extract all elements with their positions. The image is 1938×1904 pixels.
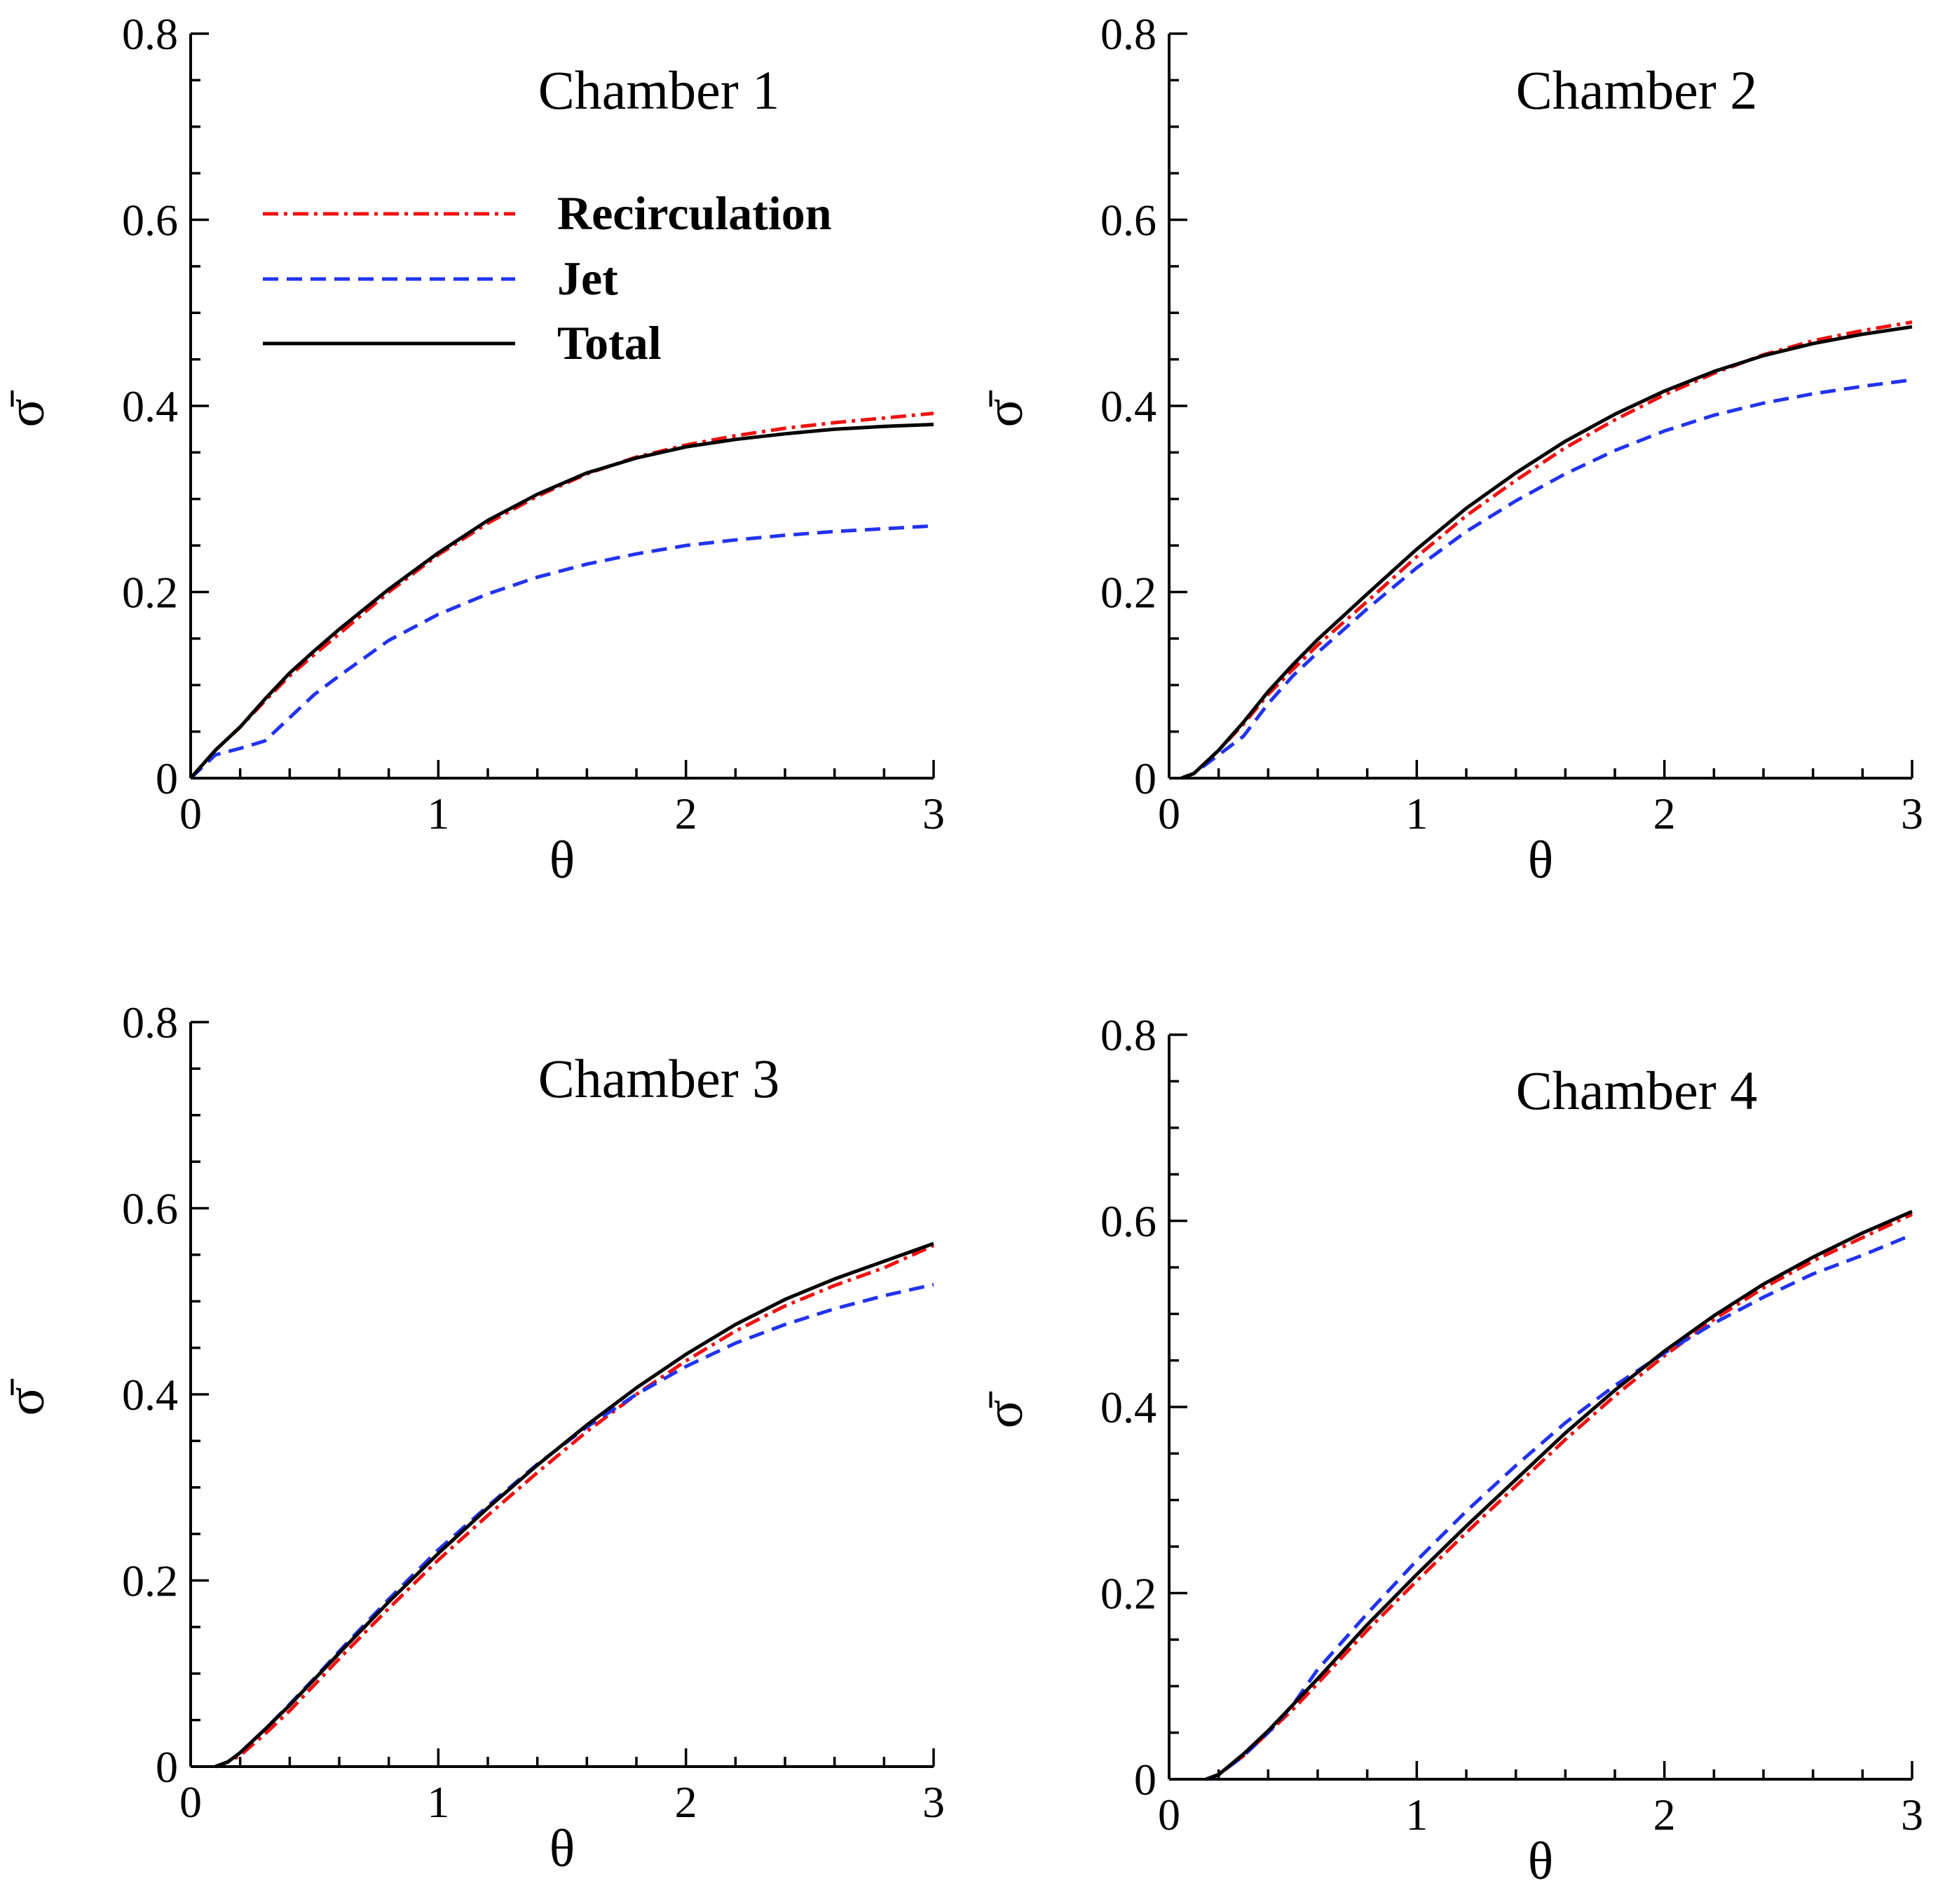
y-tick-label: 0.8 (122, 9, 178, 59)
x-tick-label: 0 (1158, 1790, 1180, 1840)
y-tick-label: 0.2 (122, 568, 178, 618)
y-tick-label: 0.4 (1100, 1382, 1156, 1432)
series-line-jet (1180, 378, 1913, 780)
legend-label-jet: Jet (557, 252, 618, 305)
y-tick-label: 0.8 (1100, 1010, 1156, 1060)
series-line-jet (189, 524, 934, 780)
legend: Recirculation Jet Total (263, 186, 832, 369)
y-axis-title: σ̄ (0, 390, 55, 428)
panel-title: Chamber 3 (538, 1048, 779, 1109)
panel-title: Chamber 1 (538, 60, 779, 121)
y-tick-label: 0 (1134, 754, 1156, 803)
y-tick-label: 0.2 (122, 1556, 178, 1606)
x-tick-label: 2 (1653, 789, 1676, 838)
y-axis-title: σ̄ (0, 1379, 55, 1416)
x-tick-label: 3 (1901, 789, 1923, 838)
x-tick-label: 3 (1901, 1790, 1923, 1840)
y-tick-label: 0 (156, 754, 178, 803)
y-tick-label: 0.4 (1100, 381, 1156, 431)
series-line-total (1180, 325, 1913, 780)
y-tick-label: 0.6 (122, 1184, 178, 1234)
series-line-jet (214, 1282, 934, 1769)
x-tick-label: 2 (675, 789, 697, 838)
y-tick-label: 0.6 (1100, 1197, 1156, 1246)
x-axis-title: θ (550, 831, 575, 890)
x-tick-label: 0 (1158, 789, 1180, 838)
x-tick-label: 1 (427, 1777, 449, 1827)
x-tick-label: 2 (675, 1777, 697, 1827)
y-tick-label: 0 (156, 1742, 178, 1792)
series-line-jet (1206, 1233, 1913, 1781)
series-line-recirculation (1180, 320, 1913, 780)
y-axis-title: σ̄ (975, 390, 1034, 428)
series-line-recirculation (1206, 1212, 1913, 1781)
series-line-total (214, 1242, 934, 1769)
panel-title: Chamber 4 (1516, 1060, 1757, 1121)
y-tick-label: 0.4 (122, 381, 178, 431)
chart-panel-2: 0 0.2 0.4 0.6 0.8 0 1 2 3 θ σ̄ Chamber 2 (975, 9, 1923, 890)
x-axis-title: θ (1528, 1832, 1553, 1891)
chart-panel-1: 0 0.2 0.4 0.6 0.8 0 1 2 3 θ σ̄ Chamber 1 Recirculati… (0, 9, 945, 890)
legend-label-total: Total (557, 316, 662, 369)
y-tick-label: 0.2 (1100, 568, 1156, 618)
x-tick-label: 0 (179, 1777, 202, 1827)
panel-title: Chamber 2 (1516, 60, 1757, 121)
x-tick-label: 1 (1405, 789, 1428, 838)
x-axis-title: θ (1528, 831, 1553, 890)
y-tick-label: 0.6 (1100, 196, 1156, 245)
x-tick-label: 1 (427, 789, 449, 838)
series-line-total (189, 423, 934, 780)
series-line-recirculation (189, 412, 934, 780)
y-tick-label: 0.6 (122, 196, 178, 245)
y-tick-label: 0.8 (122, 998, 178, 1047)
chart-panel-4: 0 0.2 0.4 0.6 0.8 0 1 2 3 θ σ̄ Chamber 4 (975, 1010, 1923, 1891)
y-tick-label: 0.2 (1100, 1569, 1156, 1619)
x-tick-label: 3 (922, 789, 945, 838)
series-line-total (1206, 1209, 1913, 1781)
chart-panel-3: 0 0.2 0.4 0.6 0.8 0 1 2 3 θ σ̄ Chamber 3 (0, 998, 945, 1878)
y-axis-title: σ̄ (975, 1392, 1034, 1429)
y-tick-label: 0.4 (122, 1370, 178, 1420)
x-tick-label: 0 (179, 789, 202, 838)
series-line-recirculation (214, 1244, 935, 1769)
legend-label-recirculation: Recirculation (557, 186, 832, 240)
x-tick-label: 1 (1405, 1790, 1428, 1840)
y-tick-label: 0 (1134, 1755, 1156, 1804)
x-axis-title: θ (550, 1819, 575, 1878)
y-tick-label: 0.8 (1100, 9, 1156, 59)
x-tick-label: 2 (1653, 1790, 1676, 1840)
x-tick-label: 3 (922, 1777, 945, 1827)
